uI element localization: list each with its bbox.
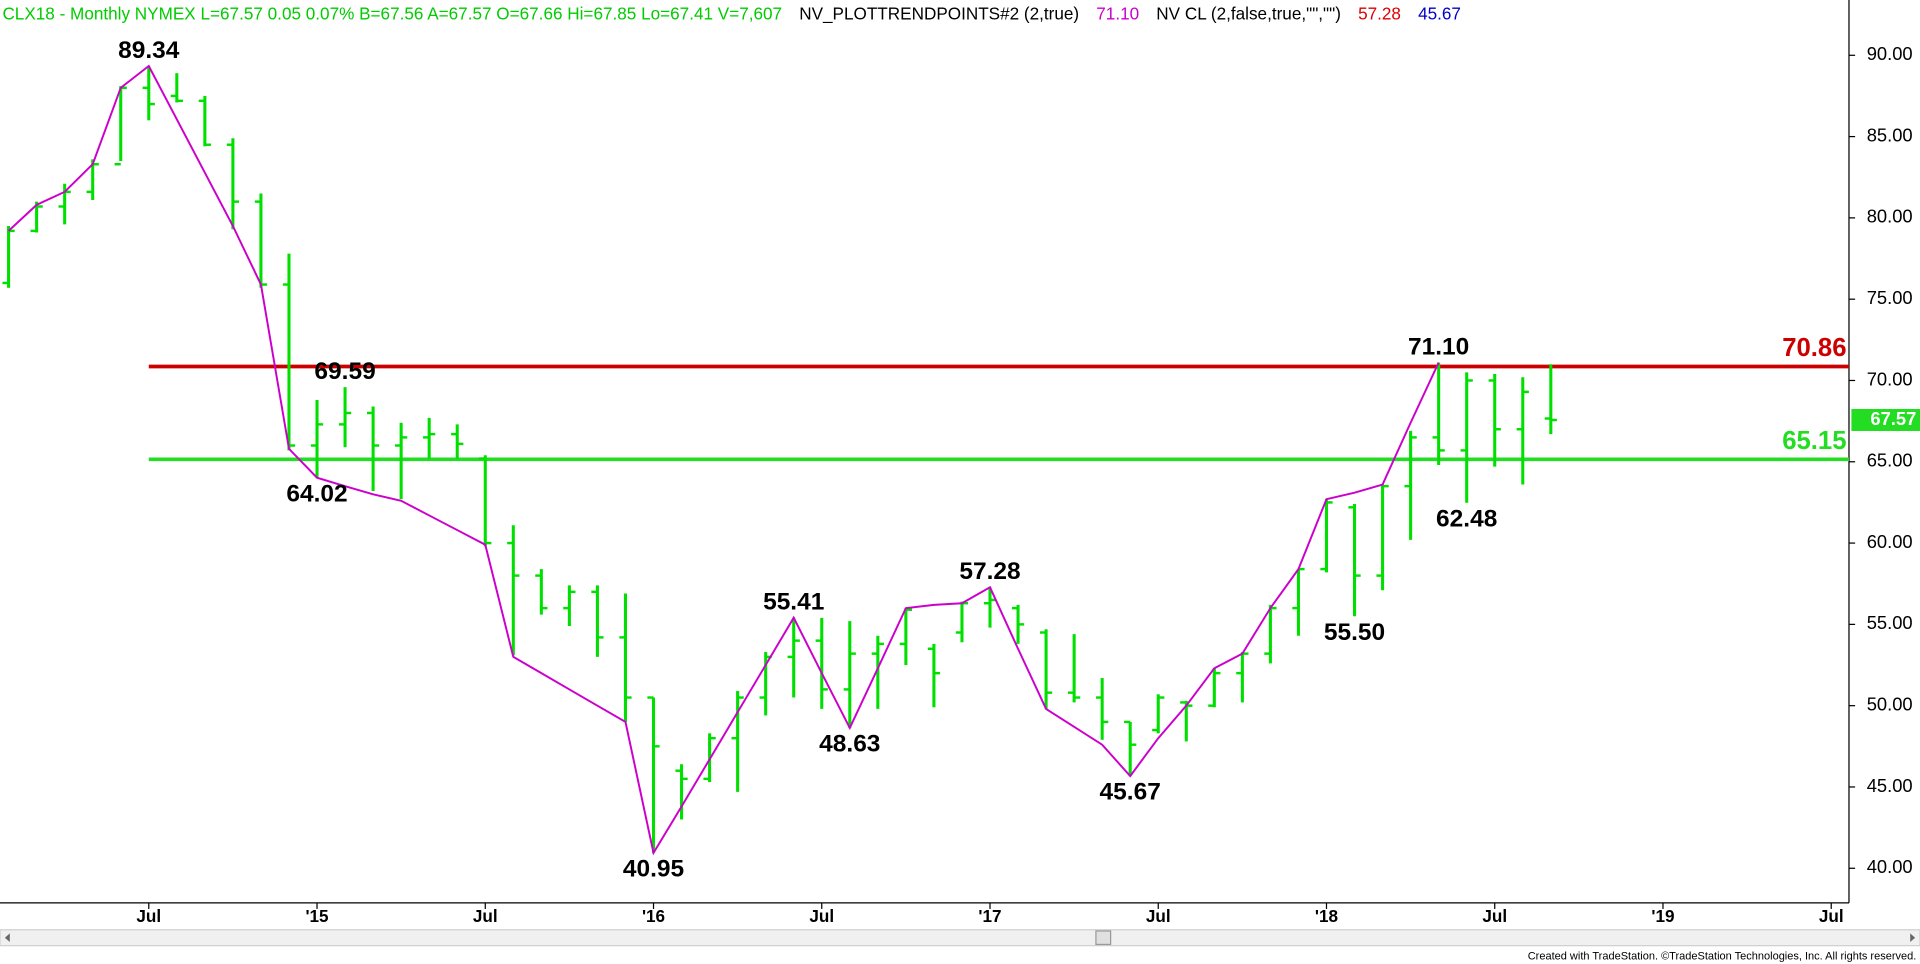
x-tick-label: '17 <box>978 906 1001 926</box>
last-price-label: 67.57 <box>1870 408 1916 429</box>
pivot-low-label: 40.95 <box>623 855 684 882</box>
pivot-high-label: 55.41 <box>763 589 824 616</box>
header-item: CLX18 - Monthly NYMEX L=67.57 0.05 0.07%… <box>2 3 782 23</box>
scrollbar-thumb[interactable] <box>1095 930 1112 946</box>
x-tick-label: Jul <box>1482 906 1507 926</box>
level-label: 65.15 <box>1782 427 1846 455</box>
pivot-high-label: 71.10 <box>1408 333 1469 360</box>
header: CLX18 - Monthly NYMEX L=67.57 0.05 0.07%… <box>2 3 1461 23</box>
x-tick-label: Jul <box>1819 906 1844 926</box>
last-price-box <box>1851 408 1920 431</box>
pivot-low-label: 62.48 <box>1436 505 1497 532</box>
y-tick-label: 70.00 <box>1867 368 1913 389</box>
scrollbar[interactable] <box>0 929 1920 947</box>
pivot-high-label: 89.34 <box>118 37 180 64</box>
x-tick-label: '18 <box>1315 906 1338 926</box>
header-item: NV CL (2,false,true,"","") <box>1156 3 1341 23</box>
header-item: 71.10 <box>1096 3 1139 23</box>
header-item: NV_PLOTTRENDPOINTS#2 (2,true) <box>799 3 1079 23</box>
y-tick-label: 60.00 <box>1867 531 1913 552</box>
y-tick-label: 90.00 <box>1867 43 1913 64</box>
pivot-low-label: 48.63 <box>819 731 880 758</box>
y-tick-label: 65.00 <box>1867 450 1913 471</box>
y-tick-label: 40.00 <box>1867 856 1913 877</box>
pivot-low-label: 64.02 <box>286 480 347 507</box>
pivot-low-label: 55.50 <box>1324 619 1385 646</box>
pivot-high-label: 69.59 <box>314 358 375 385</box>
y-tick-label: 80.00 <box>1867 206 1913 227</box>
y-tick-label: 50.00 <box>1867 694 1913 715</box>
y-tick-label: 75.00 <box>1867 287 1913 308</box>
scrollbar-track[interactable] <box>0 929 1920 947</box>
x-tick-label: '16 <box>642 906 665 926</box>
x-tick-label: '19 <box>1651 906 1674 926</box>
x-tick-label: Jul <box>473 906 498 926</box>
footer: Created with TradeStation. ©TradeStation… <box>1528 951 1917 963</box>
scroll-right[interactable] <box>1910 933 1916 942</box>
x-tick-label: Jul <box>809 906 834 926</box>
x-tick-label: '15 <box>305 906 329 926</box>
header-item: 45.67 <box>1418 3 1461 23</box>
scroll-left[interactable] <box>4 933 10 942</box>
y-tick-label: 45.00 <box>1867 775 1913 796</box>
trend-line <box>7 64 1440 856</box>
header-item: 57.28 <box>1358 3 1401 23</box>
level-label: 70.86 <box>1782 334 1846 362</box>
x-tick-label: Jul <box>1146 906 1171 926</box>
y-tick-label: 85.00 <box>1867 124 1913 145</box>
pivot-low-label: 45.67 <box>1100 779 1161 806</box>
y-tick-label: 55.00 <box>1867 612 1913 633</box>
pivot-high-label: 57.28 <box>959 558 1020 585</box>
x-tick-label: Jul <box>136 906 161 926</box>
